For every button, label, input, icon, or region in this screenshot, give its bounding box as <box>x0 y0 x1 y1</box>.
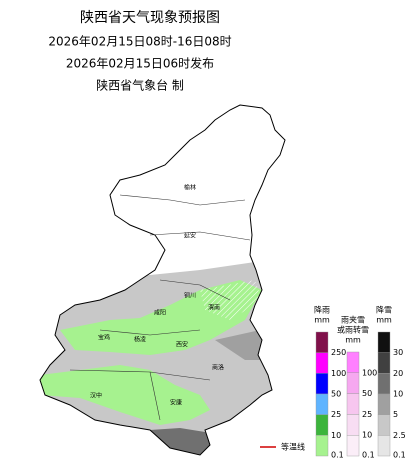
legend-title: mm <box>376 316 392 325</box>
legend-label: 10 <box>393 390 403 399</box>
city-label: 延安 <box>184 232 196 240</box>
legend-swatch <box>315 373 329 395</box>
legend-label: 25 <box>362 410 372 419</box>
legend-swatch <box>346 393 360 415</box>
legend-title: mm <box>314 316 330 325</box>
legend-label: 2.5 <box>393 431 406 440</box>
legend-title: 或雨转雪 <box>337 325 369 335</box>
legend-label: 100 <box>331 369 346 378</box>
city-label: 宝鸡 <box>98 334 110 342</box>
city-label: 商洛 <box>212 364 224 372</box>
legend-label: 0.1 <box>362 451 375 460</box>
city-label: 西安 <box>176 341 188 349</box>
period: 2026年02月15日08时-16日08时 <box>48 35 231 49</box>
legend-title: 雨夹雪 <box>341 315 365 325</box>
legend-title: 降雪 <box>376 305 392 315</box>
city-label: 安康 <box>170 399 182 407</box>
city-label: 咸阳 <box>154 309 166 317</box>
legend-swatch <box>346 351 360 373</box>
legend-swatch <box>315 414 329 436</box>
legend-label: 20 <box>393 369 403 378</box>
legend-swatch <box>377 373 391 395</box>
legend-label: 0.1 <box>331 451 344 460</box>
legend-swatch <box>346 414 360 436</box>
legend-label: 10 <box>362 431 372 440</box>
legend-label: 250 <box>331 348 346 357</box>
city-label: 铜川 <box>184 292 196 300</box>
legend-title: mm <box>345 336 361 345</box>
legend-swatch <box>315 435 329 457</box>
issued: 2026年02月15日06时发布 <box>66 56 214 71</box>
legend-swatch <box>377 393 391 415</box>
legend-label: 25 <box>331 410 341 419</box>
legend-label: 10 <box>331 431 341 440</box>
legend-swatch <box>315 331 329 353</box>
city-label: 渭南 <box>208 304 220 312</box>
isotherm-label: 等温线 <box>281 442 305 452</box>
legend-swatch <box>346 372 360 394</box>
legend-label: 30 <box>393 348 403 357</box>
legend-swatch <box>377 331 391 353</box>
title: 陕西省天气现象预报图 <box>80 10 220 26</box>
legend-swatch <box>377 414 391 436</box>
legend-label: 100 <box>362 368 377 377</box>
city-label: 汉中 <box>90 392 102 400</box>
legend-swatch <box>346 435 360 457</box>
legend-label: 5 <box>393 410 398 419</box>
legend-swatch <box>315 393 329 415</box>
legend-swatch <box>377 352 391 374</box>
legend-title: 降雨 <box>314 305 330 315</box>
legend-label: 50 <box>362 389 372 398</box>
legend-swatch <box>315 352 329 374</box>
agency: 陕西省气象台 制 <box>96 78 184 93</box>
legend-swatch <box>377 435 391 457</box>
boundaries <box>69 194 251 421</box>
city-label: 榆林 <box>184 184 196 192</box>
city-label: 杨凌 <box>134 336 146 344</box>
legend-label: 50 <box>331 390 341 399</box>
legend-label: 0.1 <box>393 451 406 460</box>
